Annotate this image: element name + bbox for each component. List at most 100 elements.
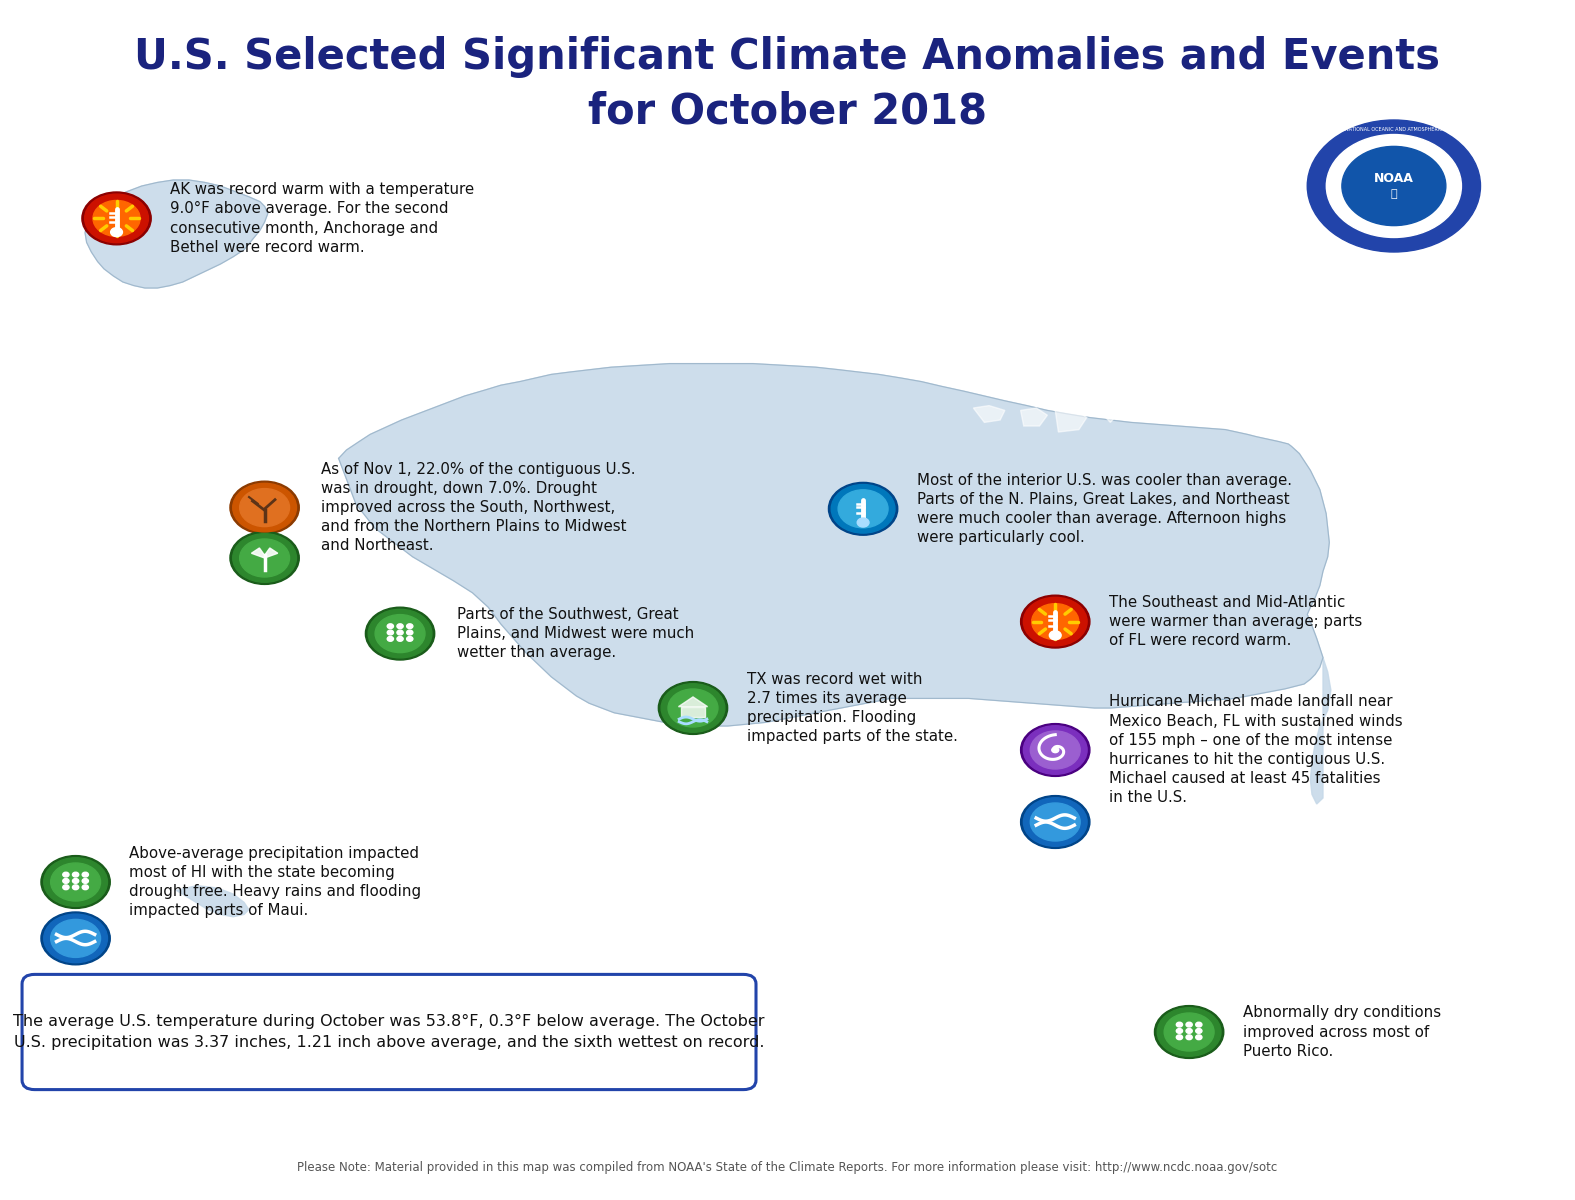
Text: NOAA: NOAA (1373, 172, 1414, 185)
Text: The average U.S. temperature during October was 53.8°F, 0.3°F below average. The: The average U.S. temperature during Octo… (13, 1014, 765, 1050)
Circle shape (369, 610, 432, 658)
Circle shape (1307, 120, 1480, 252)
Polygon shape (85, 180, 268, 288)
Circle shape (1021, 724, 1090, 776)
Circle shape (230, 532, 299, 584)
Circle shape (1186, 1034, 1192, 1039)
Circle shape (44, 914, 107, 962)
Circle shape (1030, 731, 1080, 769)
Circle shape (239, 488, 290, 527)
Circle shape (387, 624, 394, 629)
Circle shape (1049, 631, 1062, 640)
Circle shape (44, 858, 107, 906)
Polygon shape (265, 548, 277, 558)
Text: Hurricane Michael made landfall near
Mexico Beach, FL with sustained winds
of 15: Hurricane Michael made landfall near Mex… (1109, 695, 1402, 805)
Circle shape (1195, 1022, 1202, 1027)
Circle shape (82, 192, 151, 245)
Circle shape (1186, 1022, 1192, 1027)
Circle shape (387, 630, 394, 635)
Circle shape (832, 485, 895, 533)
Circle shape (375, 614, 425, 653)
Circle shape (1342, 146, 1446, 226)
Circle shape (365, 607, 435, 660)
Circle shape (63, 884, 69, 889)
Circle shape (1195, 1034, 1202, 1039)
Circle shape (838, 490, 888, 528)
Text: The Southeast and Mid-Atlantic
were warmer than average; parts
of FL were record: The Southeast and Mid-Atlantic were warm… (1109, 595, 1362, 648)
Circle shape (1195, 1028, 1202, 1033)
Text: AK was record warm with a temperature
9.0°F above average. For the second
consec: AK was record warm with a temperature 9.… (170, 182, 474, 254)
Circle shape (93, 200, 140, 236)
Circle shape (1158, 1008, 1221, 1056)
Circle shape (387, 636, 394, 641)
Circle shape (828, 482, 898, 535)
Circle shape (1186, 1028, 1192, 1033)
Circle shape (1177, 1022, 1183, 1027)
Circle shape (1021, 595, 1090, 648)
Circle shape (1032, 604, 1079, 640)
Circle shape (1030, 803, 1080, 841)
Circle shape (857, 518, 869, 527)
Circle shape (72, 884, 79, 889)
Circle shape (1021, 796, 1090, 848)
Circle shape (397, 630, 403, 635)
Circle shape (397, 636, 403, 641)
Circle shape (63, 872, 69, 877)
Text: Please Note: Material provided in this map was compiled from NOAA's State of the: Please Note: Material provided in this m… (298, 1160, 1277, 1174)
Text: NATIONAL OCEANIC AND ATMOSPHERIC: NATIONAL OCEANIC AND ATMOSPHERIC (1345, 127, 1443, 132)
Circle shape (72, 878, 79, 883)
Text: for October 2018: for October 2018 (587, 90, 988, 132)
Circle shape (110, 228, 123, 236)
Circle shape (63, 878, 69, 883)
Circle shape (406, 636, 413, 641)
Circle shape (233, 534, 296, 582)
Text: U.S. Selected Significant Climate Anomalies and Events: U.S. Selected Significant Climate Anomal… (134, 36, 1441, 78)
Circle shape (41, 856, 110, 908)
Polygon shape (679, 697, 707, 707)
Circle shape (82, 884, 88, 889)
Polygon shape (339, 364, 1329, 726)
Circle shape (82, 878, 88, 883)
Circle shape (406, 630, 413, 635)
Circle shape (50, 863, 101, 901)
Polygon shape (252, 548, 265, 558)
Text: Above-average precipitation impacted
most of HI with the state becoming
drought : Above-average precipitation impacted mos… (129, 846, 421, 918)
Polygon shape (1310, 658, 1331, 804)
Circle shape (668, 689, 718, 727)
Text: Abnormally dry conditions
improved across most of
Puerto Rico.: Abnormally dry conditions improved acros… (1243, 1006, 1441, 1058)
Polygon shape (1090, 398, 1121, 422)
Polygon shape (176, 886, 249, 917)
Circle shape (85, 194, 148, 242)
FancyBboxPatch shape (22, 974, 756, 1090)
Circle shape (406, 624, 413, 629)
Circle shape (72, 872, 79, 877)
Circle shape (1154, 1006, 1224, 1058)
Polygon shape (973, 406, 1005, 422)
Polygon shape (1021, 408, 1047, 426)
Circle shape (82, 872, 88, 877)
Text: Parts of the Southwest, Great
Plains, and Midwest were much
wetter than average.: Parts of the Southwest, Great Plains, an… (457, 607, 695, 660)
Circle shape (1024, 598, 1087, 646)
Circle shape (658, 682, 728, 734)
Text: 🦅: 🦅 (1391, 188, 1397, 199)
Polygon shape (1055, 408, 1087, 432)
Circle shape (50, 919, 101, 958)
Circle shape (1052, 748, 1058, 752)
Circle shape (233, 484, 296, 532)
Circle shape (397, 624, 403, 629)
Circle shape (1024, 798, 1087, 846)
Circle shape (1024, 726, 1087, 774)
Circle shape (1164, 1013, 1214, 1051)
Circle shape (41, 912, 110, 965)
Circle shape (662, 684, 724, 732)
Circle shape (239, 539, 290, 577)
Text: As of Nov 1, 22.0% of the contiguous U.S.
was in drought, down 7.0%. Drought
imp: As of Nov 1, 22.0% of the contiguous U.S… (321, 462, 636, 553)
Text: Most of the interior U.S. was cooler than average.
Parts of the N. Plains, Great: Most of the interior U.S. was cooler tha… (917, 473, 1292, 545)
Circle shape (230, 481, 299, 534)
Text: TX was record wet with
2.7 times its average
precipitation. Flooding
impacted pa: TX was record wet with 2.7 times its ave… (747, 672, 958, 744)
Circle shape (1177, 1034, 1183, 1039)
Polygon shape (680, 707, 706, 718)
Text: DEPARTMENT OF COMMERCE: DEPARTMENT OF COMMERCE (1358, 240, 1430, 245)
Circle shape (1326, 134, 1462, 238)
Circle shape (1177, 1028, 1183, 1033)
